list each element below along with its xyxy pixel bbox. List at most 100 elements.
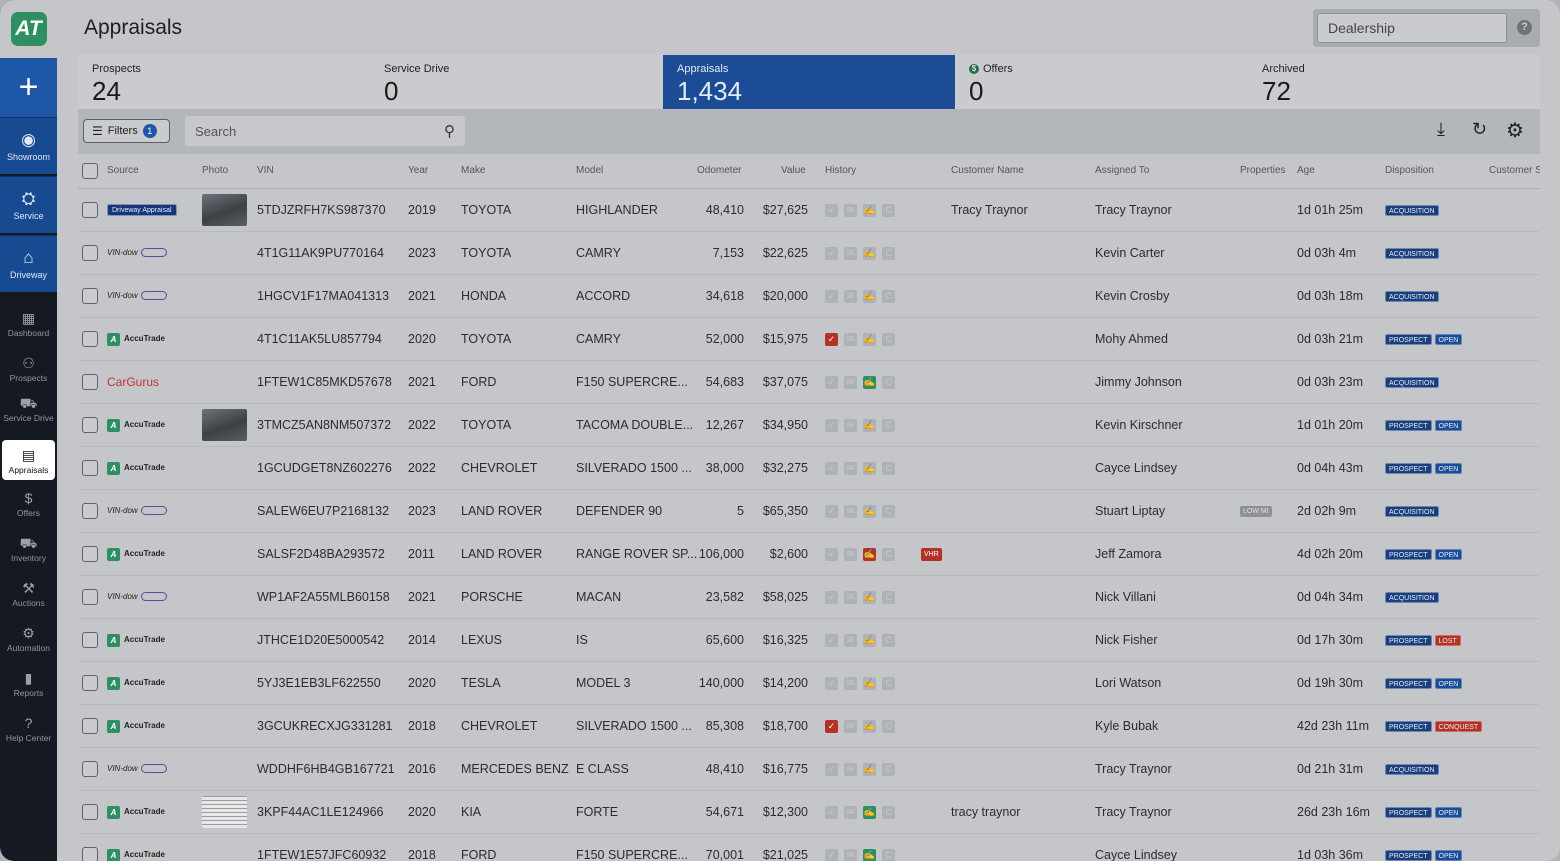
- mail-icon[interactable]: ✉: [844, 333, 857, 346]
- mail-icon[interactable]: ✉: [844, 806, 857, 819]
- search-icon[interactable]: ⚲: [444, 123, 455, 140]
- sidebar-item-driveway[interactable]: ⌂ Driveway: [0, 235, 57, 292]
- column-customer-name[interactable]: Customer Name: [951, 165, 1024, 176]
- column-customer-status[interactable]: Customer S: [1489, 165, 1540, 176]
- column-vin[interactable]: VIN: [257, 165, 274, 176]
- table-row[interactable]: VIN-dow SALEW6EU7P2168132 2023 LAND ROVER DE…: [78, 490, 1540, 533]
- row-checkbox[interactable]: [82, 288, 98, 304]
- mail-icon[interactable]: ✉: [844, 849, 857, 861]
- carfax-icon[interactable]: C: [882, 204, 895, 217]
- check-report-icon[interactable]: ✓: [825, 720, 838, 733]
- row-checkbox[interactable]: [82, 632, 98, 648]
- row-checkbox[interactable]: [82, 847, 98, 861]
- carfax-icon[interactable]: C: [882, 419, 895, 432]
- help-icon[interactable]: ?: [1517, 20, 1532, 35]
- row-checkbox[interactable]: [82, 503, 98, 519]
- carfax-icon[interactable]: C: [882, 247, 895, 260]
- signature-icon[interactable]: ✍: [863, 376, 876, 389]
- download-icon[interactable]: ⤓: [1437, 119, 1445, 139]
- check-report-icon[interactable]: ✓: [825, 376, 838, 389]
- tab-prospects[interactable]: Prospects 24: [78, 55, 370, 109]
- check-report-icon[interactable]: ✓: [825, 204, 838, 217]
- table-row[interactable]: VIN-dow WDDHF6HB4GB167721 2016 MERCEDES BEN…: [78, 748, 1540, 791]
- carfax-icon[interactable]: C: [882, 333, 895, 346]
- row-checkbox[interactable]: [82, 761, 98, 777]
- sidebar-item-dashboard[interactable]: ▦ Dashboard: [2, 311, 55, 338]
- column-source[interactable]: Source: [107, 165, 139, 176]
- mail-icon[interactable]: ✉: [844, 591, 857, 604]
- sidebar-item-service[interactable]: ⛭ Service: [0, 176, 57, 233]
- column-photo[interactable]: Photo: [202, 165, 229, 176]
- sidebar-item-auctions[interactable]: ⚒ Auctions: [2, 581, 55, 608]
- signature-icon[interactable]: ✍: [863, 548, 876, 561]
- tab-archived[interactable]: Archived 72: [1248, 55, 1540, 109]
- signature-icon[interactable]: ✍: [863, 247, 876, 260]
- carfax-icon[interactable]: C: [882, 591, 895, 604]
- row-checkbox[interactable]: [82, 718, 98, 734]
- mail-icon[interactable]: ✉: [844, 677, 857, 690]
- check-report-icon[interactable]: ✓: [825, 548, 838, 561]
- signature-icon[interactable]: ✍: [863, 634, 876, 647]
- signature-icon[interactable]: ✍: [863, 505, 876, 518]
- sidebar-item-reports[interactable]: ▮ Reports: [2, 671, 55, 698]
- table-row[interactable]: A AccuTrade 3TMCZ5AN8NM507372 2022 TOYOTA TAC…: [78, 404, 1540, 447]
- vehicle-photo[interactable]: [202, 194, 247, 226]
- check-report-icon[interactable]: ✓: [825, 290, 838, 303]
- check-report-icon[interactable]: ✓: [825, 763, 838, 776]
- carfax-icon[interactable]: C: [882, 849, 895, 861]
- sidebar-item-appraisals[interactable]: ▤ Appraisals: [2, 440, 55, 480]
- sidebar-item-prospects[interactable]: ⚇ Prospects: [2, 356, 55, 383]
- mail-icon[interactable]: ✉: [844, 505, 857, 518]
- table-row[interactable]: A AccuTrade 1FTEW1E57JFC60932 2018 FORD F150 …: [78, 834, 1540, 861]
- check-report-icon[interactable]: ✓: [825, 591, 838, 604]
- signature-icon[interactable]: ✍: [863, 806, 876, 819]
- column-age[interactable]: Age: [1297, 165, 1315, 176]
- mail-icon[interactable]: ✉: [844, 247, 857, 260]
- mail-icon[interactable]: ✉: [844, 462, 857, 475]
- carfax-icon[interactable]: C: [882, 548, 895, 561]
- signature-icon[interactable]: ✍: [863, 204, 876, 217]
- signature-icon[interactable]: ✍: [863, 462, 876, 475]
- check-report-icon[interactable]: ✓: [825, 462, 838, 475]
- row-checkbox[interactable]: [82, 331, 98, 347]
- sidebar-item-help-center[interactable]: ? Help Center: [2, 716, 55, 743]
- sidebar-item-inventory[interactable]: ⛟ Inventory: [2, 536, 55, 563]
- column-assigned-to[interactable]: Assigned To: [1095, 165, 1150, 176]
- create-new-button[interactable]: +: [0, 58, 57, 117]
- row-checkbox[interactable]: [82, 374, 98, 390]
- check-report-icon[interactable]: ✓: [825, 505, 838, 518]
- table-row[interactable]: A AccuTrade 3KPF44AC1LE124966 2020 KIA FORTE t…: [78, 791, 1540, 834]
- signature-icon[interactable]: ✍: [863, 419, 876, 432]
- mail-icon[interactable]: ✉: [844, 720, 857, 733]
- select-all-checkbox[interactable]: [82, 163, 98, 179]
- mail-icon[interactable]: ✉: [844, 290, 857, 303]
- carfax-icon[interactable]: C: [882, 290, 895, 303]
- row-checkbox[interactable]: [82, 460, 98, 476]
- row-checkbox[interactable]: [82, 589, 98, 605]
- column-year[interactable]: Year: [408, 165, 429, 176]
- column-value[interactable]: Value: [781, 165, 806, 176]
- sidebar-item-automation[interactable]: ⚙ Automation: [2, 626, 55, 653]
- carfax-icon[interactable]: C: [882, 806, 895, 819]
- row-checkbox[interactable]: [82, 202, 98, 218]
- signature-icon[interactable]: ✍: [863, 333, 876, 346]
- mail-icon[interactable]: ✉: [844, 548, 857, 561]
- table-row[interactable]: A AccuTrade 1GCUDGET8NZ602276 2022 CHEVROLET…: [78, 447, 1540, 490]
- filters-button[interactable]: ☰ Filters 1: [83, 119, 170, 143]
- check-report-icon[interactable]: ✓: [825, 677, 838, 690]
- tab-service-drive[interactable]: Service Drive 0: [370, 55, 663, 109]
- mail-icon[interactable]: ✉: [844, 634, 857, 647]
- vehicle-photo[interactable]: [202, 409, 247, 441]
- column-history[interactable]: History: [825, 165, 857, 176]
- mail-icon[interactable]: ✉: [844, 763, 857, 776]
- table-row[interactable]: A AccuTrade 5YJ3E1EB3LF622550 2020 TESLA MODE…: [78, 662, 1540, 705]
- check-report-icon[interactable]: ✓: [825, 419, 838, 432]
- signature-icon[interactable]: ✍: [863, 591, 876, 604]
- settings-gear-icon[interactable]: ⚙: [1506, 120, 1524, 142]
- table-row[interactable]: A AccuTrade 4T1C11AK5LU857794 2020 TOYOTA CAM…: [78, 318, 1540, 361]
- column-properties[interactable]: Properties: [1240, 165, 1286, 176]
- refresh-icon[interactable]: ↻: [1472, 119, 1488, 139]
- mail-icon[interactable]: ✉: [844, 376, 857, 389]
- column-model[interactable]: Model: [576, 165, 604, 176]
- row-checkbox[interactable]: [82, 245, 98, 261]
